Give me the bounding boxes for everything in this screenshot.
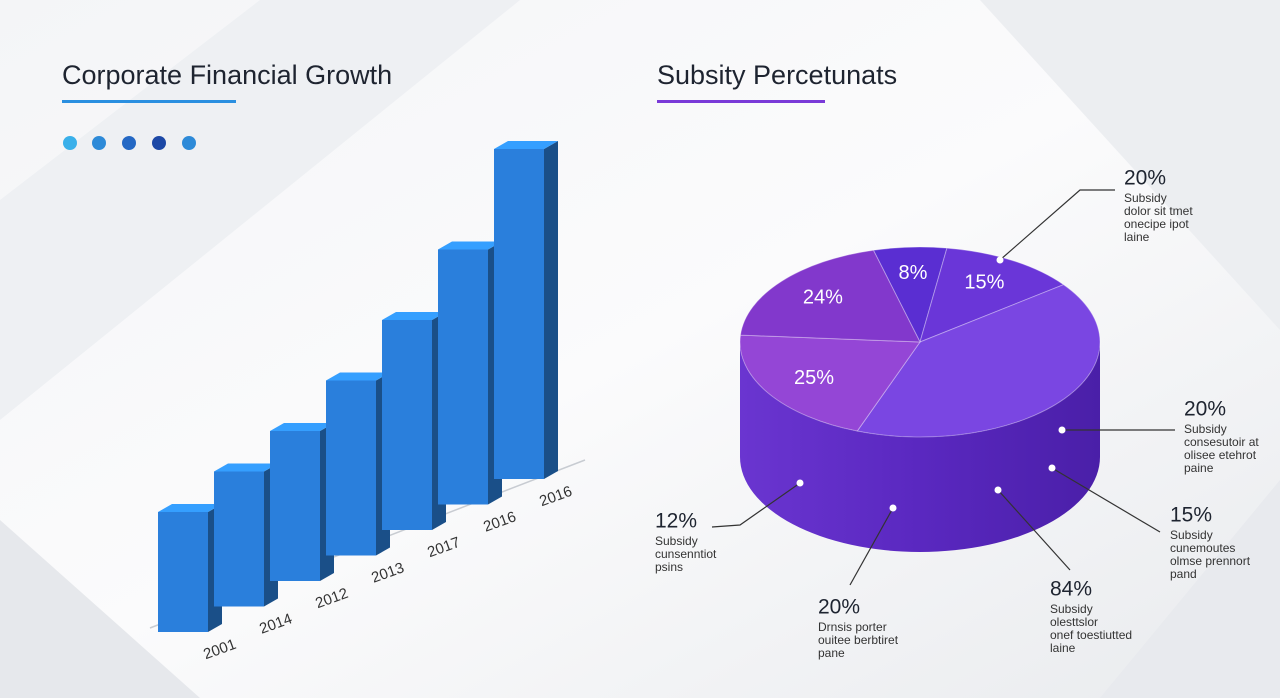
bg-shape — [980, 0, 1280, 330]
callout-dot — [996, 256, 1004, 264]
callout-text: laine — [1050, 641, 1076, 655]
pie-slice — [856, 284, 1101, 438]
bar — [214, 471, 264, 607]
bar-top — [438, 241, 502, 250]
bar — [382, 320, 432, 530]
callout-text: Subsidy — [1050, 602, 1093, 616]
callout-line — [997, 489, 1071, 571]
callout-text: olisee etehrot — [1184, 448, 1257, 462]
callout-value: 12% — [655, 510, 697, 533]
callout-text: olmse prennort — [1170, 554, 1251, 568]
callout-line — [1051, 467, 1161, 533]
callout-text: Subsidy — [1124, 191, 1167, 205]
callout-text: dolor sit tmet — [1124, 204, 1193, 218]
callout-dot — [889, 504, 897, 512]
callout-text: consesutoir at — [1184, 435, 1259, 449]
callout-text: Subsidy — [1184, 422, 1227, 436]
callout-dot — [1058, 426, 1066, 434]
callout-text: paine — [1184, 461, 1214, 475]
slice-label: 15% — [964, 271, 1004, 293]
callout-line — [849, 507, 894, 586]
callout-value: 20% — [1184, 398, 1226, 421]
callout-text: olesttslor — [1050, 615, 1098, 629]
callout-value: 20% — [1124, 167, 1166, 190]
chart-title: Subsity Percetunats — [657, 60, 897, 90]
callout-dot — [796, 479, 804, 487]
pie-slice — [739, 334, 921, 432]
callout-text: Subsidy — [1170, 528, 1213, 542]
bar-top — [494, 141, 558, 149]
bar-top — [382, 312, 446, 320]
callout-text: psins — [655, 560, 683, 574]
callout-text: cunemoutes — [1170, 541, 1235, 555]
bg-shape — [0, 520, 200, 698]
slice-label: 24% — [803, 287, 843, 309]
bar-top — [270, 423, 334, 431]
callout-value: 20% — [818, 596, 860, 619]
decor-dots — [63, 136, 196, 150]
bg-shape — [0, 0, 520, 420]
callout-dot — [1048, 464, 1056, 472]
callout-text: cunsenntiot — [655, 547, 717, 561]
callout-text: pand — [1170, 567, 1197, 581]
title-underline — [62, 100, 236, 103]
callout-text: onef toestiutted — [1050, 628, 1132, 642]
bar-top — [158, 504, 222, 512]
callout-value: 84% — [1050, 578, 1092, 601]
callout-line — [999, 189, 1115, 261]
bar-side — [544, 141, 558, 479]
slice-label: 8% — [899, 262, 928, 284]
pie-slice — [919, 247, 1065, 343]
bar-top — [214, 463, 278, 472]
title-underline — [657, 100, 825, 103]
callout-text: Drnsis porter — [818, 620, 887, 634]
callout-value: 15% — [1170, 504, 1212, 527]
callout-text: ouitee berbtiret — [818, 633, 899, 647]
chart-title: Corporate Financial Growth — [62, 60, 392, 90]
callout-text: onecipe ipot — [1124, 217, 1189, 231]
bar-top — [326, 372, 390, 381]
callout-line — [711, 482, 801, 528]
bar — [494, 149, 544, 479]
pie-slice — [872, 246, 948, 344]
bar — [158, 512, 208, 632]
bar — [270, 431, 320, 581]
callout-dot — [994, 486, 1002, 494]
bar — [438, 249, 488, 505]
pie-side — [740, 342, 1100, 552]
slice-label: 25% — [794, 367, 834, 389]
callout-text: Subsidy — [655, 534, 698, 548]
callout-text: laine — [1124, 230, 1150, 244]
callout-text: pane — [818, 646, 845, 660]
bar — [326, 380, 376, 556]
pie-slice — [739, 249, 921, 343]
bg-shape — [1100, 480, 1280, 698]
